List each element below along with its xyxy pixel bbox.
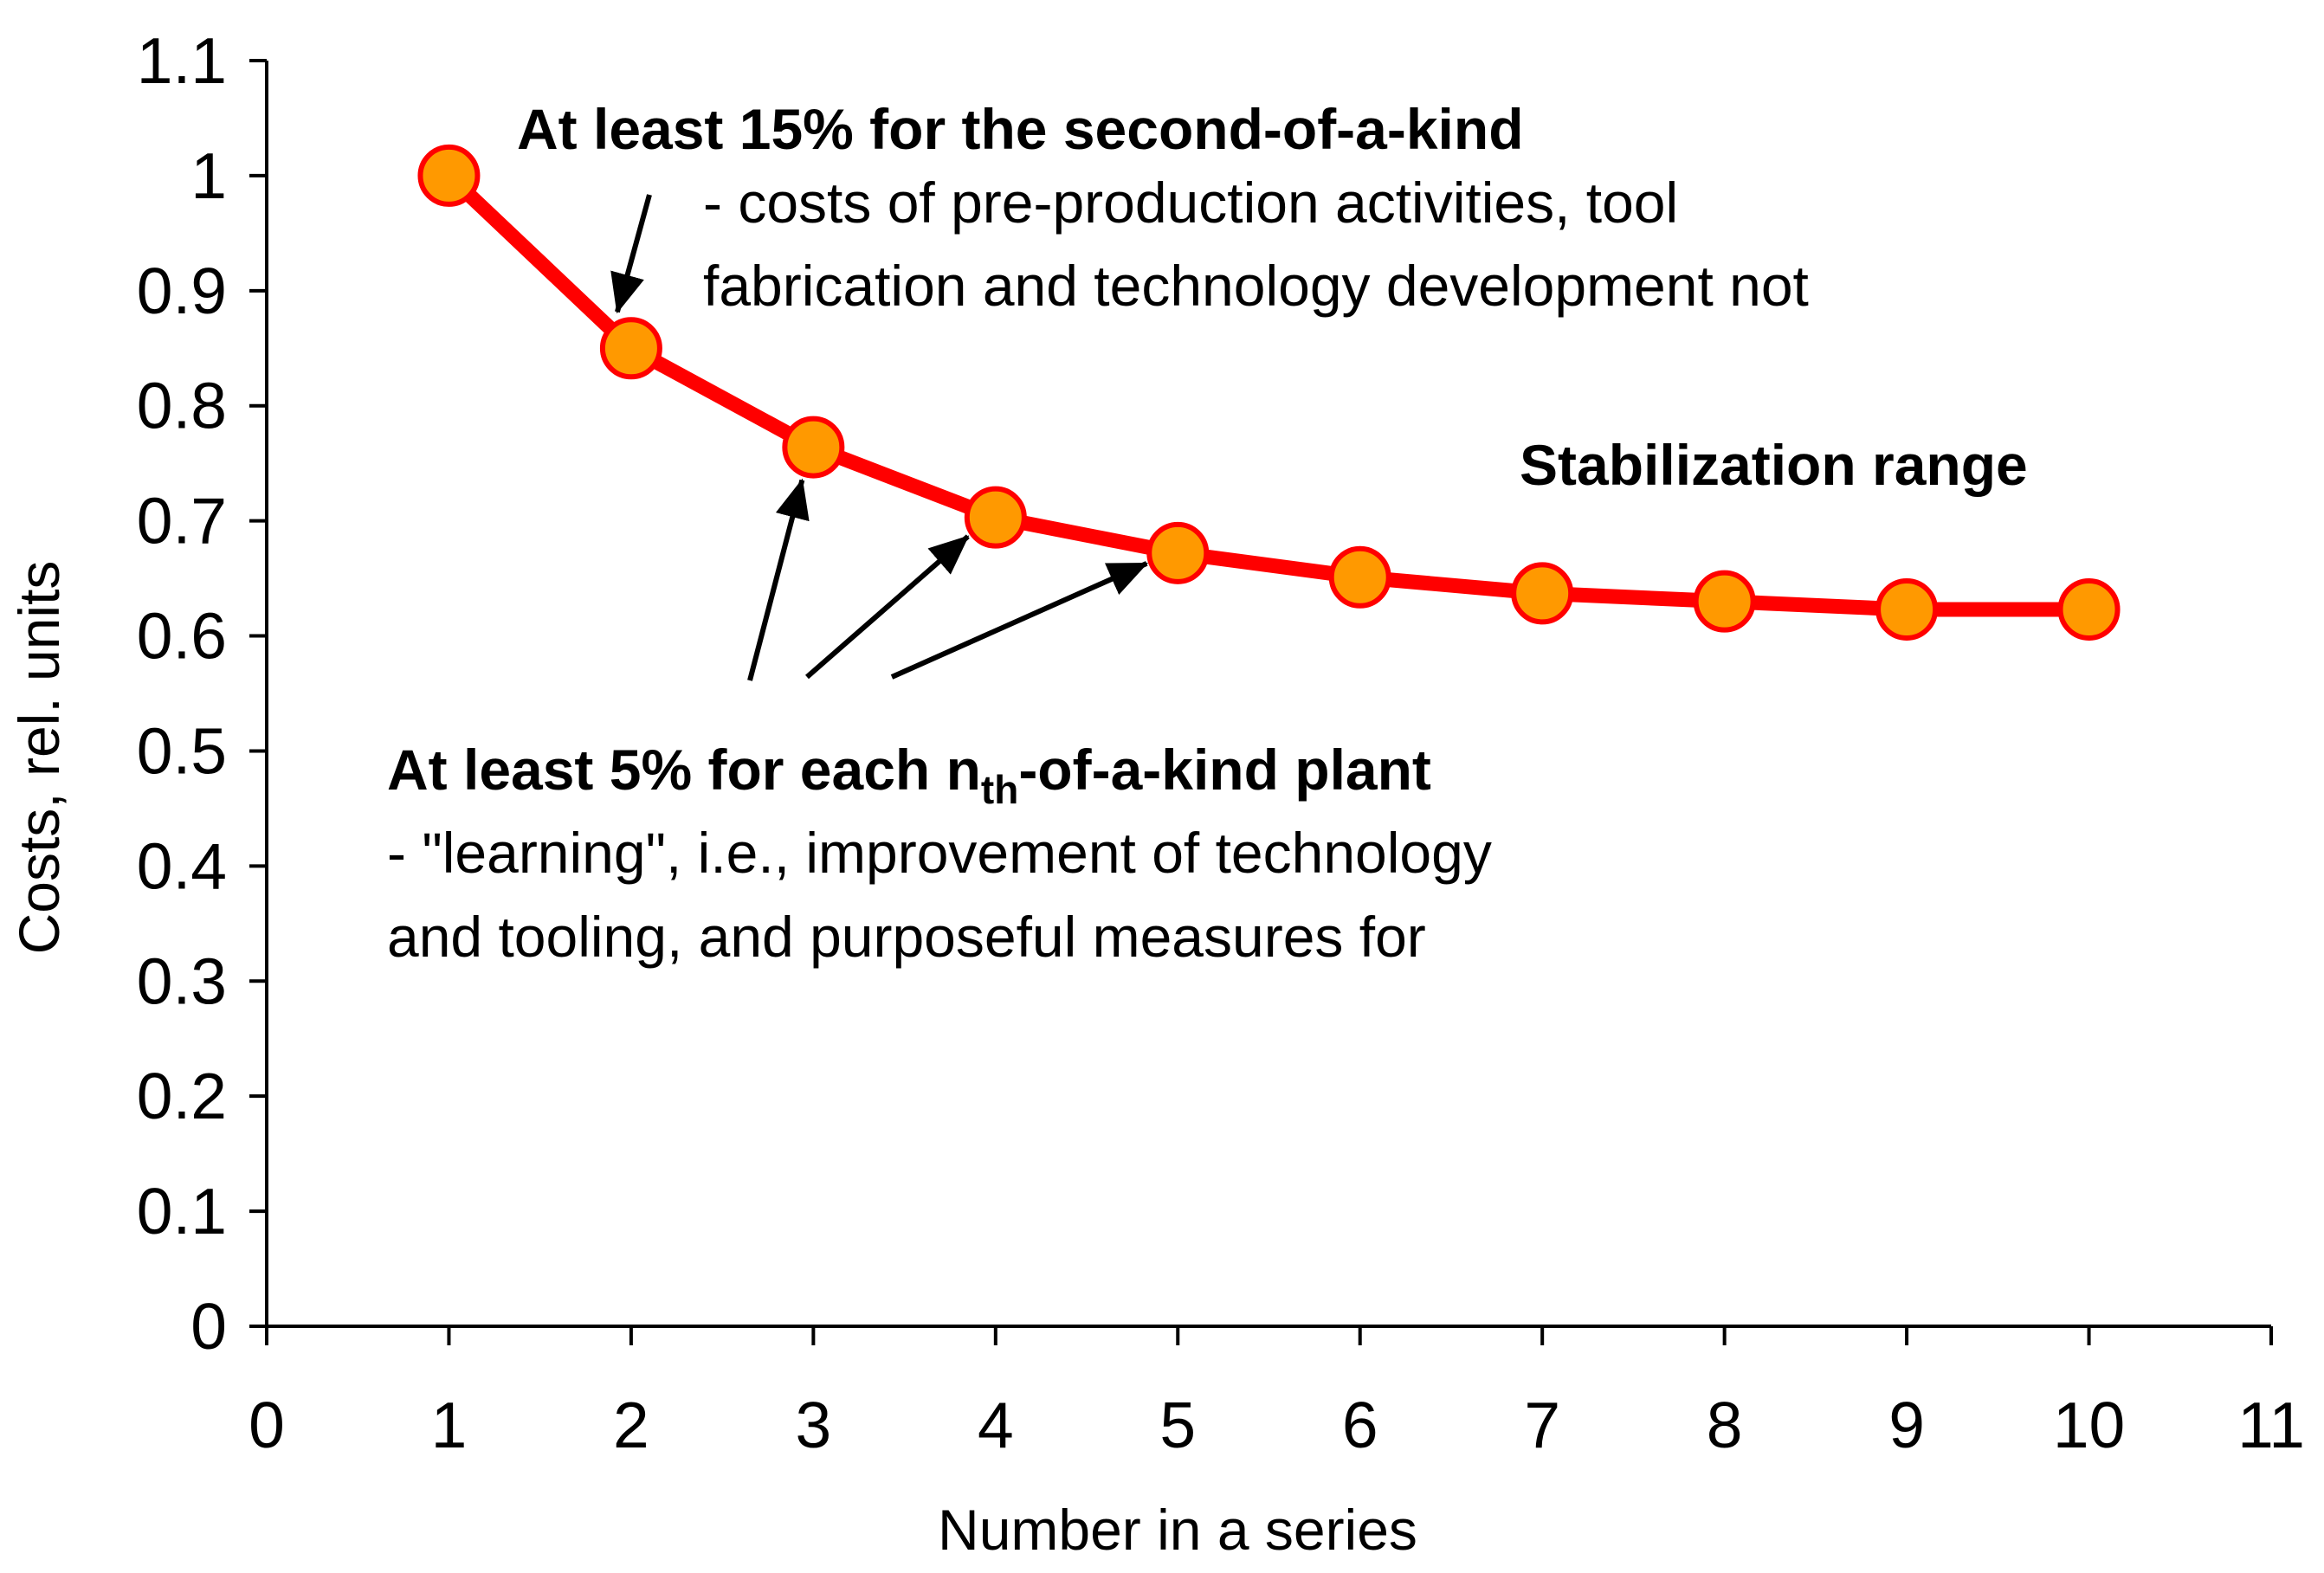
data-point: [1511, 562, 1574, 625]
y-tick-label: 0: [190, 1290, 227, 1363]
y-tick-label: 0.6: [137, 600, 227, 673]
x-tick-label: 10: [2053, 1389, 2125, 1461]
annotation-nth-kind-line1: - "learning", i.e., improvement of techn…: [387, 821, 1492, 885]
data-point: [1328, 545, 1391, 609]
annotation-second-kind-title: At least 15% for the second-of-a-kind: [517, 97, 1524, 161]
y-tick-label: 0.4: [137, 829, 227, 902]
annotation-nth-kind-title-post: -of-a-kind plant: [1018, 738, 1431, 802]
annotation-nth-kind-title: At least 5% for each nth-of-a-kind plant: [387, 738, 1431, 812]
annotations: At least 15% for the second-of-a-kind - …: [387, 97, 2028, 969]
x-axis-title: Number in a series: [938, 1498, 1417, 1562]
data-point: [417, 144, 481, 207]
series-line: [441, 168, 2097, 617]
y-tick-label: 0.8: [137, 370, 227, 442]
annotation-nth-kind-line2: and tooling, and purposeful measures for: [387, 905, 1426, 969]
y-tick-label: 0.2: [137, 1060, 227, 1132]
x-tick-label: 9: [1888, 1389, 1925, 1461]
y-tick-label: 0.3: [137, 944, 227, 1017]
plot-area: [417, 144, 2121, 641]
data-point: [964, 486, 1027, 549]
annotation-second-kind-line2: fabrication and technology development n…: [703, 254, 1809, 318]
x-tick-label: 1: [431, 1389, 468, 1461]
x-tick-label: 7: [1524, 1389, 1560, 1461]
x-tick-label: 2: [613, 1389, 649, 1461]
y-tick-label: 0.5: [137, 714, 227, 787]
annotation-stabilization-title: Stabilization range: [1520, 433, 2028, 497]
data-point: [1875, 577, 1939, 641]
data-point: [1146, 521, 1210, 584]
x-tick-label: 5: [1159, 1389, 1196, 1461]
annotation-arrow: [610, 194, 652, 314]
data-point: [1693, 570, 1756, 633]
axes: 0 0.1 0.2 0.3 0.4 0.5 0.6 0.7 0.8 0.9 1 1.1 0 1 2 3 4 5 6…: [137, 24, 2305, 1461]
y-tick-label: 1.1: [137, 24, 227, 97]
annotation-arrow: [747, 478, 810, 681]
y-tick-label: 0.7: [137, 485, 227, 558]
annotation-nth-kind-title-pre: At least 5% for each n: [387, 738, 981, 802]
x-tick-label: 11: [2237, 1389, 2305, 1461]
x-ticks: 0 1 2 3 4 5 6 7 8 9 10 11: [249, 1326, 2305, 1461]
annotation-arrows: [610, 194, 1149, 681]
data-point: [2057, 577, 2121, 641]
x-tick-label: 4: [978, 1389, 1014, 1461]
annotation-arrow: [805, 534, 970, 680]
y-axis-title: Costs, rel. units: [7, 561, 71, 955]
x-tick-label: 3: [796, 1389, 832, 1461]
annotation-arrow: [890, 561, 1149, 680]
y-tick-label: 0.9: [137, 255, 227, 327]
series-markers: [417, 144, 2121, 641]
x-tick-label: 0: [249, 1389, 285, 1461]
y-tick-label: 0.1: [137, 1175, 227, 1247]
data-point: [782, 416, 845, 479]
y-tick-label: 1: [190, 139, 227, 212]
x-tick-label: 6: [1342, 1389, 1378, 1461]
annotation-second-kind-line1: - costs of pre-production activities, to…: [703, 171, 1678, 235]
x-tick-label: 8: [1707, 1389, 1743, 1461]
data-point: [599, 317, 662, 380]
y-ticks: 0 0.1 0.2 0.3 0.4 0.5 0.6 0.7 0.8 0.9 1 1.1: [137, 24, 267, 1363]
annotation-nth-kind-title-sub: th: [981, 767, 1018, 812]
